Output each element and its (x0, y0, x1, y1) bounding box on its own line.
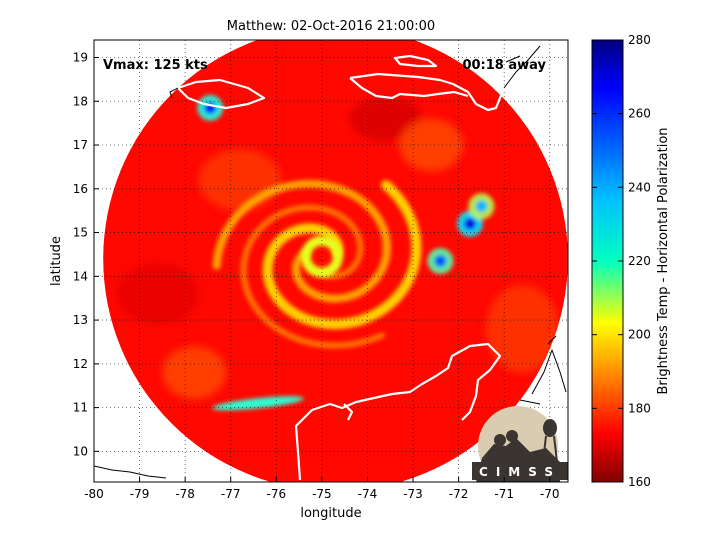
convective-cell (475, 200, 488, 213)
colorbar-tick-label: 220 (628, 254, 651, 268)
x-axis: -80 -79 -78 -77 -76 -75 -74 -73 -72 -71 -70 (84, 477, 560, 501)
time-away-annotation: 00:18 away (462, 58, 546, 73)
vmax-annotation: Vmax: 125 kts (103, 58, 208, 73)
convective-cell (464, 217, 477, 230)
texture-patch (198, 149, 281, 211)
colorbar-tick-label: 160 (628, 475, 651, 489)
y-tick-label: 14 (73, 269, 88, 283)
x-tick-label: -72 (449, 487, 469, 501)
x-tick-label: -79 (130, 487, 150, 501)
texture-patch (485, 285, 559, 373)
y-tick-label: 13 (73, 313, 88, 327)
microwave-swath (103, 40, 568, 482)
colorbar: 160 180 200 220 240 260 280 Brightness Temp - … (591, 33, 671, 489)
y-tick-label: 10 (73, 444, 88, 458)
y-axis-label: latitude (49, 236, 64, 286)
cimss-logo: CIMSS (472, 406, 568, 482)
y-tick-label: 12 (73, 357, 88, 371)
y-axis: 10 11 12 13 14 15 16 17 18 19 (73, 51, 99, 458)
x-tick-label: -75 (312, 487, 332, 501)
y-tick-label: 16 (73, 182, 88, 196)
plot-frame (93, 39, 569, 483)
cimss-logo-text: CIMSS (479, 465, 561, 479)
grid-lines (94, 40, 568, 482)
texture-patch (399, 118, 464, 172)
texture-patch (162, 346, 227, 399)
convective-cell (434, 255, 447, 267)
spiral-band (212, 179, 391, 303)
colorbar-ticks: 160 180 200 220 240 260 280 (592, 33, 651, 489)
x-tick-label: -76 (267, 487, 287, 501)
x-tick-label: -78 (175, 487, 195, 501)
plot-area: CIMSS Vmax: 125 kts 00:18 away (94, 40, 568, 482)
colorbar-tick-label: 280 (628, 33, 651, 47)
convective-band (212, 396, 304, 411)
x-tick-label: -71 (494, 487, 514, 501)
x-axis-label: longitude (300, 506, 361, 521)
colorbar-tick-label: 180 (628, 401, 651, 415)
convective-features (197, 94, 495, 411)
x-tick-label: -73 (403, 487, 423, 501)
x-tick-label: -70 (540, 487, 560, 501)
spiral-bands (212, 179, 422, 349)
y-tick-label: 11 (73, 401, 88, 415)
colorbar-tick-label: 240 (628, 180, 651, 194)
colorbar-tick-label: 200 (628, 328, 651, 342)
y-tick-label: 18 (73, 94, 88, 108)
spiral-band (240, 204, 385, 349)
y-tick-label: 19 (73, 51, 88, 65)
x-tick-label: -77 (221, 487, 241, 501)
y-tick-label: 17 (73, 138, 88, 152)
texture-patch (116, 263, 199, 325)
spiral-band (262, 180, 422, 330)
y-tick-label: 15 (73, 226, 88, 240)
x-tick-label: -74 (358, 487, 378, 501)
x-tick-label: -80 (84, 487, 104, 501)
colorbar-tick-label: 260 (628, 107, 651, 121)
coastlines (94, 45, 567, 481)
chart-title: Matthew: 02-Oct-2016 21:00:00 (227, 19, 435, 34)
texture-patch (349, 96, 423, 141)
colorbar-label: Brightness Temp - Horizontal Polarizatio… (656, 127, 671, 394)
